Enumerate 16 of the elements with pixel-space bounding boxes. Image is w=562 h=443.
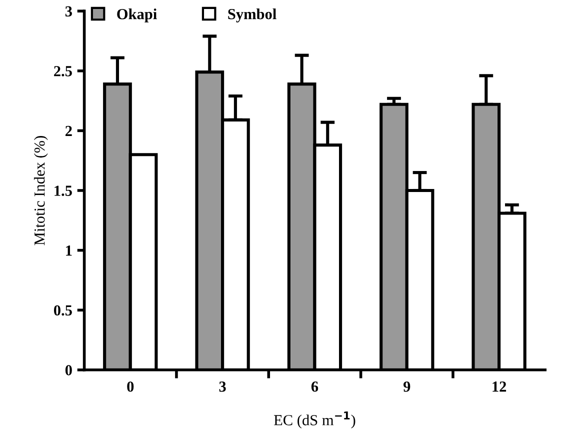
x-tick-label: 3 (219, 382, 226, 392)
x-tick-label: 0 (127, 381, 134, 392)
y-tick-label: 1.5 (54, 186, 72, 196)
y-axis-title: Mitotic Index (%) (34, 136, 48, 246)
legend-label: Symbol (228, 8, 276, 22)
y-tick-label: 2 (66, 126, 72, 136)
y-tick-label: 1 (66, 246, 72, 256)
y-tick-label: 0 (65, 365, 72, 376)
legend-label: Okapi (117, 8, 157, 22)
x-axis-title: EC (dS m$^{−1}$) (274, 412, 356, 428)
y-tick-label: 0.5 (54, 305, 72, 316)
y-tick-label: 3 (65, 6, 72, 17)
x-tick-label: 6 (311, 382, 318, 392)
x-tick-label: 12 (492, 382, 506, 392)
y-tick-label: 2.5 (54, 66, 72, 76)
x-tick-label: 9 (403, 382, 410, 392)
